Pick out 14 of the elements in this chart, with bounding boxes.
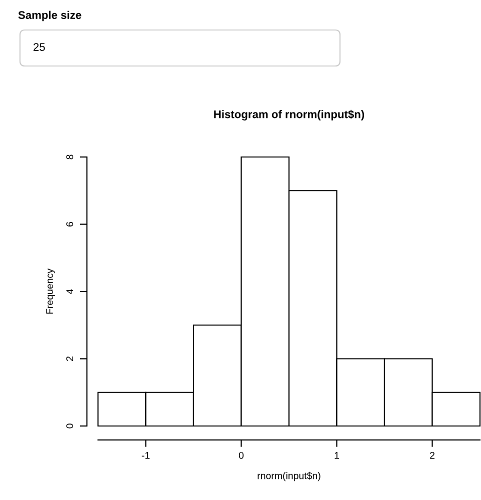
y-tick-label: 6 [66, 222, 74, 226]
x-tick-label: 1 [334, 452, 339, 459]
y-axis-title: Frequency [46, 268, 55, 314]
y-tick-label: 0 [66, 424, 74, 428]
text: 25 [34, 43, 45, 51]
x-tick-label: 0 [238, 452, 244, 459]
y-tick-label: 2 [66, 356, 74, 361]
text: Sample size [18, 10, 82, 22]
y-tick-label: 4 [66, 289, 74, 294]
x-tick-label: 2 [430, 452, 434, 459]
y-tick-label: 8 [66, 154, 74, 160]
x-tick-label: -1 [142, 452, 150, 459]
x-axis-title: rnorm(input$n) [258, 472, 320, 482]
chart-title: Histogram of rnorm(input$n) [214, 110, 364, 120]
